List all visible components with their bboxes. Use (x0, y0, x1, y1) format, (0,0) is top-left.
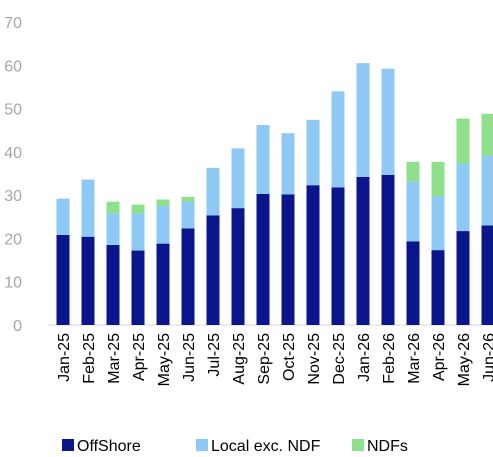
bar-segment (381, 174, 395, 325)
x-tick-label: Jan-25 (56, 333, 73, 382)
bar-segment (206, 167, 220, 216)
bar-segment (431, 196, 445, 251)
bar-segment (481, 155, 493, 226)
bar-segment (431, 161, 445, 197)
x-tick-label: May-26 (456, 333, 473, 386)
x-tick-label: Oct-25 (281, 333, 298, 381)
bar-segment (156, 199, 170, 206)
bar-segment (331, 91, 345, 188)
y-tick-label: 40 (4, 145, 22, 162)
legend-swatch (62, 439, 74, 451)
bar-segment (356, 176, 370, 325)
bar-segment (331, 187, 345, 325)
x-tick-label: Mar-25 (106, 333, 123, 384)
x-tick-label: Mar-26 (406, 333, 423, 384)
bar-segment (256, 125, 270, 194)
plot: Jan-25 Feb-25 Mar-25 Apr-25 May-25 Jun-25 Jul-… (48, 63, 493, 386)
x-tick-label: May-25 (156, 333, 173, 386)
bar-segment (181, 201, 195, 229)
x-tick-label: Sep-25 (256, 333, 273, 385)
bar-segment (106, 213, 120, 245)
legend-label: NDFs (367, 438, 408, 455)
legend-swatch (352, 439, 364, 451)
bar-segment (481, 225, 493, 325)
bar-segment (381, 68, 395, 175)
x-tick-label: Apr-26 (431, 333, 448, 381)
bar-segment (406, 161, 420, 182)
bar-segment (281, 194, 295, 325)
bar-segment (431, 250, 445, 325)
bar-segment (406, 181, 420, 242)
bar-segment (56, 234, 70, 325)
bar-segment (56, 198, 70, 235)
bar-segment (231, 208, 245, 325)
y-tick-label: 20 (4, 231, 22, 248)
bar-segment (131, 250, 145, 325)
x-tick-label: Feb-26 (381, 333, 398, 384)
x-tick-label: Jun-25 (181, 333, 198, 382)
legend-swatch (196, 439, 208, 451)
y-tick-label: 30 (4, 188, 22, 205)
x-tick-label: Jul-25 (206, 333, 223, 377)
bar-segment (81, 236, 95, 325)
bar-segment (356, 63, 370, 177)
bar-segment (256, 193, 270, 325)
bar-segment (106, 244, 120, 325)
y-tick-label: 60 (4, 58, 22, 75)
x-tick-label: Dec-25 (331, 333, 348, 385)
bar-segment (156, 243, 170, 325)
bar-segment (181, 196, 195, 202)
bar-segment (81, 179, 95, 237)
y-tick-label: 70 (4, 15, 22, 32)
bar-segment (306, 119, 320, 186)
bar-segment (106, 201, 120, 214)
legend-label: OffShore (77, 438, 141, 455)
bar-segment (406, 241, 420, 325)
bar-segment (481, 113, 493, 156)
x-tick-label: Nov-25 (306, 333, 323, 385)
x-tick-label: Jun-26 (481, 333, 493, 382)
y-tick-label: 0 (13, 318, 22, 335)
y-tick-label: 10 (4, 275, 22, 292)
bar-segment (281, 133, 295, 195)
bar-segment (231, 148, 245, 209)
bar-segment (306, 185, 320, 325)
bar-segment (156, 205, 170, 244)
bar-segment (131, 204, 145, 214)
bar-segment (131, 213, 145, 251)
bar-segment (206, 215, 220, 325)
x-tick-label: Aug-25 (231, 333, 248, 385)
legend-label: Local exc. NDF (211, 438, 321, 455)
bar-segment (456, 231, 470, 325)
x-tick-label: Jan-26 (356, 333, 373, 382)
x-tick-label: Apr-25 (131, 333, 148, 381)
bar-segment (456, 163, 470, 232)
x-tick-label: Feb-25 (81, 333, 98, 384)
bar-segment (456, 118, 470, 164)
bar-segment (181, 228, 195, 325)
y-tick-label: 50 (4, 102, 22, 119)
